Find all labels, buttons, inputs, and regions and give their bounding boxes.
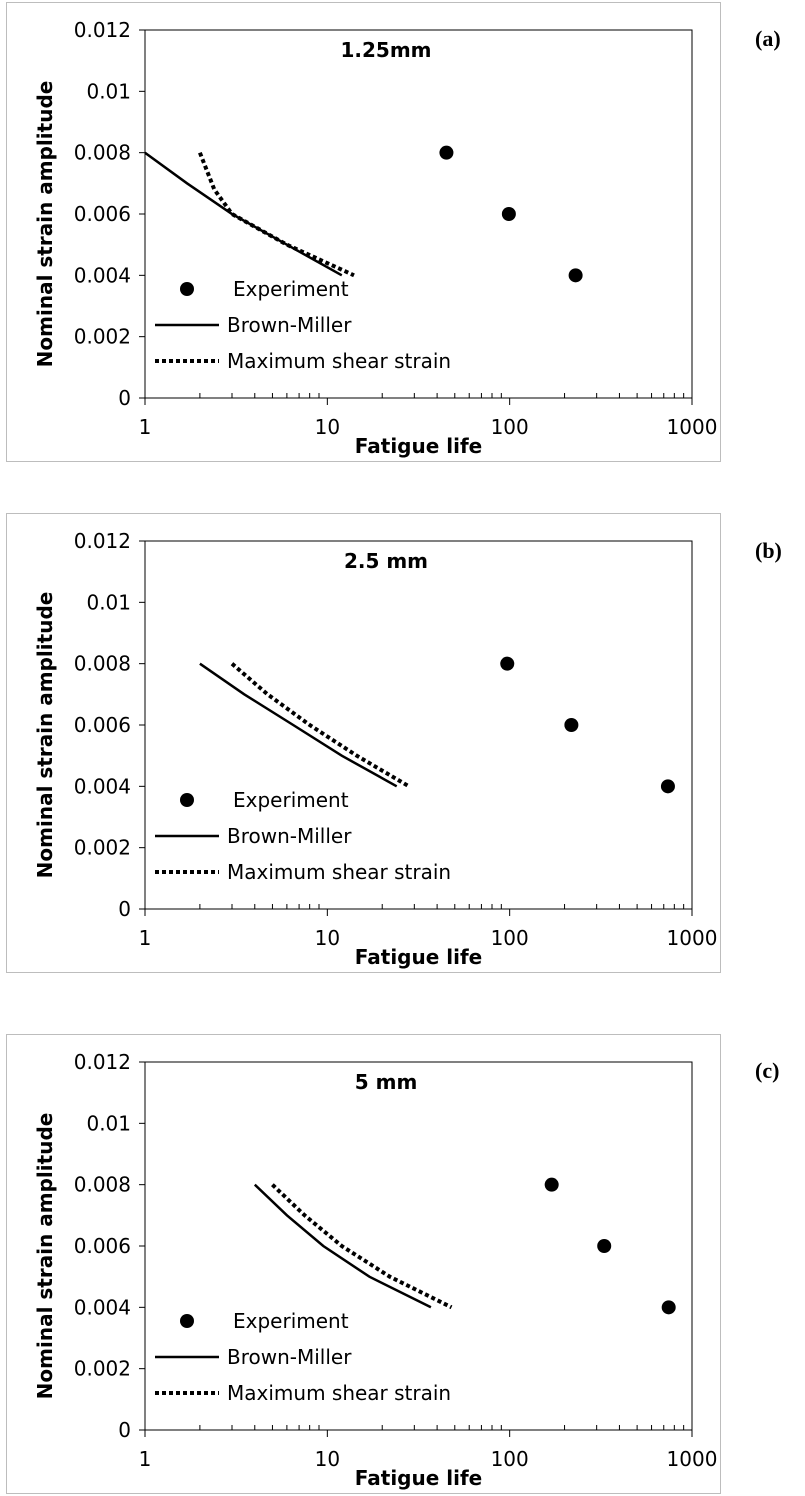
y-tick-label: 0.01 [86,590,131,614]
chart-b-svg: 0 0.002 0.004 0.006 0.008 0.01 0.012 1 10 100 1000… [33,529,718,969]
y-tick-label: 0.006 [74,713,131,737]
experiment-point [568,268,583,283]
chart-a-svg: 0 0.002 0.004 0.006 0.008 0.01 0.012 1 10 100 1000… [33,18,718,458]
panel-label-a: (a) [755,26,781,51]
x-tick-label: 100 [491,415,529,439]
legend-label: Maximum shear strain [227,860,451,884]
y-tick-label: 0.012 [74,1050,131,1074]
brown-miller-line [144,151,343,277]
x-axis-label: Fatigue life [355,1466,482,1490]
panel-label-c: (c) [755,1058,780,1083]
y-tick-label: 0.01 [86,1111,131,1135]
y-tick-label: 0.004 [74,263,131,287]
y-tick-label: 0.004 [74,774,131,798]
legend-label: Brown-Miller [227,824,352,848]
experiment-point [500,656,515,671]
legend-marker-experiment [180,793,194,807]
legend-label: Maximum shear strain [227,349,451,373]
legend-label: Brown-Miller [227,313,352,337]
x-tick-label: 1000 [667,415,718,439]
y-axis-label: Nominal strain amplitude [33,81,57,368]
y-tick-label: 0.002 [74,1357,131,1381]
experiment-point [597,1239,612,1253]
x-tick-label: 1000 [667,926,718,950]
chart-panel-b: 0 0.002 0.004 0.006 0.008 0.01 0.012 1 10 100 1000… [6,513,721,973]
y-tick-label: 0.008 [74,652,131,676]
chart-title: 1.25mm [340,38,431,62]
x-tick-label: 100 [491,1447,529,1471]
x-tick-label: 1 [139,415,152,439]
y-tick-label: 0.01 [86,79,131,103]
y-axis-label: Nominal strain amplitude [33,1113,57,1400]
y-tick-label: 0 [118,386,131,410]
y-tick-label: 0.002 [74,836,131,860]
chart-title: 5 mm [355,1070,418,1094]
chart-panel-a: 0 0.002 0.004 0.006 0.008 0.01 0.012 1 10 100 1000… [6,2,721,462]
y-tick-label: 0.008 [74,1173,131,1197]
y-axis-label: Nominal strain amplitude [33,592,57,879]
chart-title: 2.5 mm [344,549,428,573]
x-axis-label: Fatigue life [355,434,482,458]
y-tick-label: 0.008 [74,141,131,165]
legend-label: Experiment [233,788,349,812]
max-shear-strain-line [198,151,355,278]
legend-marker-experiment [180,282,194,296]
plot-area [144,540,693,910]
legend-label: Experiment [233,1309,349,1333]
x-tick-label: 1 [139,926,152,950]
x-tick-label: 10 [315,1447,340,1471]
max-shear-strain-line [271,1183,453,1310]
x-tick-label: 100 [491,926,529,950]
y-tick-label: 0.012 [74,18,131,42]
experiment-point [660,779,675,794]
chart-c-svg: 0 0.002 0.004 0.006 0.008 0.01 0.012 1 10 100 1000… [33,1050,718,1490]
chart-panel-c: 0 0.002 0.004 0.006 0.008 0.01 0.012 1 10 100 1000… [6,1034,721,1494]
panel-label-b: (b) [755,538,782,563]
x-axis-label: Fatigue life [355,945,482,969]
x-tick-label: 10 [315,926,340,950]
y-tick-label: 0.004 [74,1295,131,1319]
experiment-point [661,1300,676,1315]
experiment-point [564,718,579,732]
brown-miller-line [253,1183,432,1309]
y-tick-label: 0.012 [74,529,131,553]
legend-label: Maximum shear strain [227,1381,451,1405]
legend-label: Brown-Miller [227,1345,352,1369]
y-tick-label: 0.006 [74,202,131,226]
experiment-point [439,145,454,160]
y-tick-label: 0 [118,897,131,921]
legend-label: Experiment [233,277,349,301]
plot-area [144,29,693,399]
legend-marker-experiment [180,1314,194,1328]
x-tick-label: 1000 [667,1447,718,1471]
max-shear-strain-line [230,662,410,789]
y-tick-label: 0.006 [74,1234,131,1258]
y-tick-label: 0 [118,1418,131,1442]
experiment-point [544,1177,559,1192]
y-tick-label: 0.002 [74,325,131,349]
x-tick-label: 1 [139,1447,152,1471]
x-tick-label: 10 [315,415,340,439]
brown-miller-line [199,662,398,788]
experiment-point [501,207,516,221]
